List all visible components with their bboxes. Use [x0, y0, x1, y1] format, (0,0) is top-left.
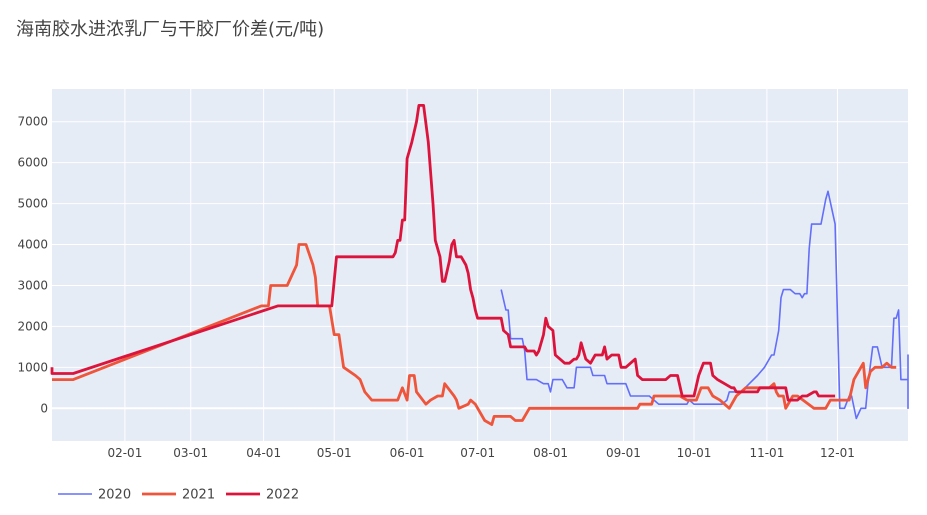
- chart-title: 海南胶水进浓乳厂与干胶厂价差(元/吨): [16, 19, 324, 40]
- x-tick-label: 11-01: [749, 446, 784, 460]
- series-line-2022: [50, 104, 836, 402]
- x-tick-label: 03-01: [173, 446, 208, 460]
- y-tick-label: 7000: [17, 115, 48, 129]
- series-line-2020: [500, 190, 909, 420]
- y-tick-label: 3000: [17, 278, 48, 292]
- legend[interactable]: 2020 2021 2022: [58, 488, 299, 503]
- x-tick-label: 07-01: [460, 446, 495, 460]
- legend-item-2021[interactable]: 2021: [142, 488, 215, 503]
- x-tick-label: 12-01: [820, 446, 855, 460]
- x-tick-label: 05-01: [317, 446, 352, 460]
- y-tick-label: 1000: [17, 360, 48, 374]
- y-tick-label: 6000: [17, 156, 48, 170]
- y-axis: 0 1000 2000 3000 4000 5000 6000 7000: [17, 115, 48, 416]
- x-tick-label: 06-01: [390, 446, 425, 460]
- x-tick-label: 02-01: [107, 446, 142, 460]
- legend-label: 2020: [98, 488, 131, 503]
- x-tick-label: 04-01: [246, 446, 281, 460]
- series-lines: [50, 104, 909, 426]
- legend-item-2022[interactable]: 2022: [226, 488, 299, 503]
- y-tick-label: 5000: [17, 197, 48, 211]
- legend-item-2020[interactable]: 2020: [58, 488, 131, 503]
- series-line-2021: [52, 243, 897, 426]
- y-tick-label: 4000: [17, 238, 48, 252]
- legend-label: 2022: [266, 488, 299, 503]
- x-axis: 02-01 03-01 04-01 05-01 06-01 07-01 08-01 09-01…: [107, 446, 854, 460]
- plot-area: [52, 89, 908, 441]
- x-tick-label: 08-01: [533, 446, 568, 460]
- y-tick-label: 2000: [17, 319, 48, 333]
- legend-label: 2021: [182, 488, 215, 503]
- x-tick-label: 09-01: [606, 446, 641, 460]
- gridlines: [52, 89, 908, 441]
- y-tick-label: 0: [40, 401, 48, 415]
- x-tick-label: 10-01: [677, 446, 712, 460]
